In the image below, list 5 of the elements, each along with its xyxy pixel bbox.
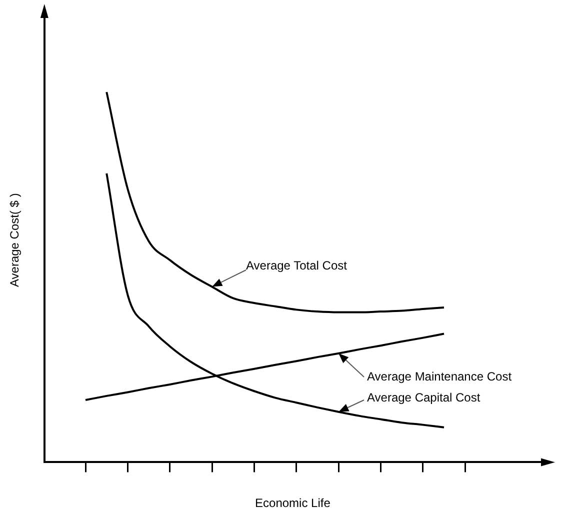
text: Average Total Cost [246,258,348,272]
series-label: Average Maintenance Cost [367,369,512,384]
x-axis-title: Economic Life [255,496,331,510]
y-axis-title: Average Cost( $ ) [8,193,22,288]
series-label: Average Capital Cost [367,390,481,404]
